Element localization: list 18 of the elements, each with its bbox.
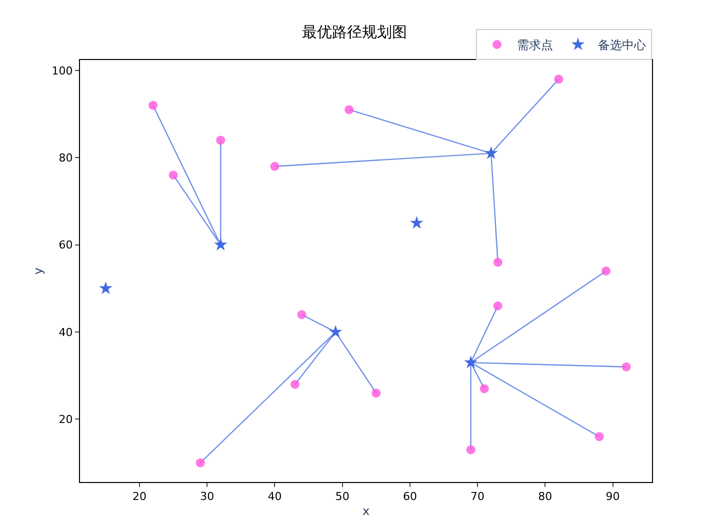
x-tick-label: 40 [268,490,282,504]
y-tick-label: 60 [58,238,73,252]
legend-label: 备选中心 [598,38,646,52]
x-axis-title: x [362,504,370,518]
x-tick-label: 90 [606,490,620,504]
x-tick-label: 80 [538,490,552,504]
x-tick-label: 30 [200,490,214,504]
x-tick-label: 20 [132,490,146,504]
x-tick-label: 70 [470,490,485,504]
chart-title: 最优路径规划图 [302,22,407,41]
y-axis-title: y [31,267,46,275]
x-tick-label: 60 [402,490,417,504]
legend-label: 需求点 [517,38,553,52]
x-tick-label: 50 [335,490,350,504]
y-tick-label: 80 [58,152,73,164]
y-tick-label: 40 [58,326,73,339]
y-tick-label: 20 [58,413,73,426]
y-tick-label: 100 [52,64,73,78]
